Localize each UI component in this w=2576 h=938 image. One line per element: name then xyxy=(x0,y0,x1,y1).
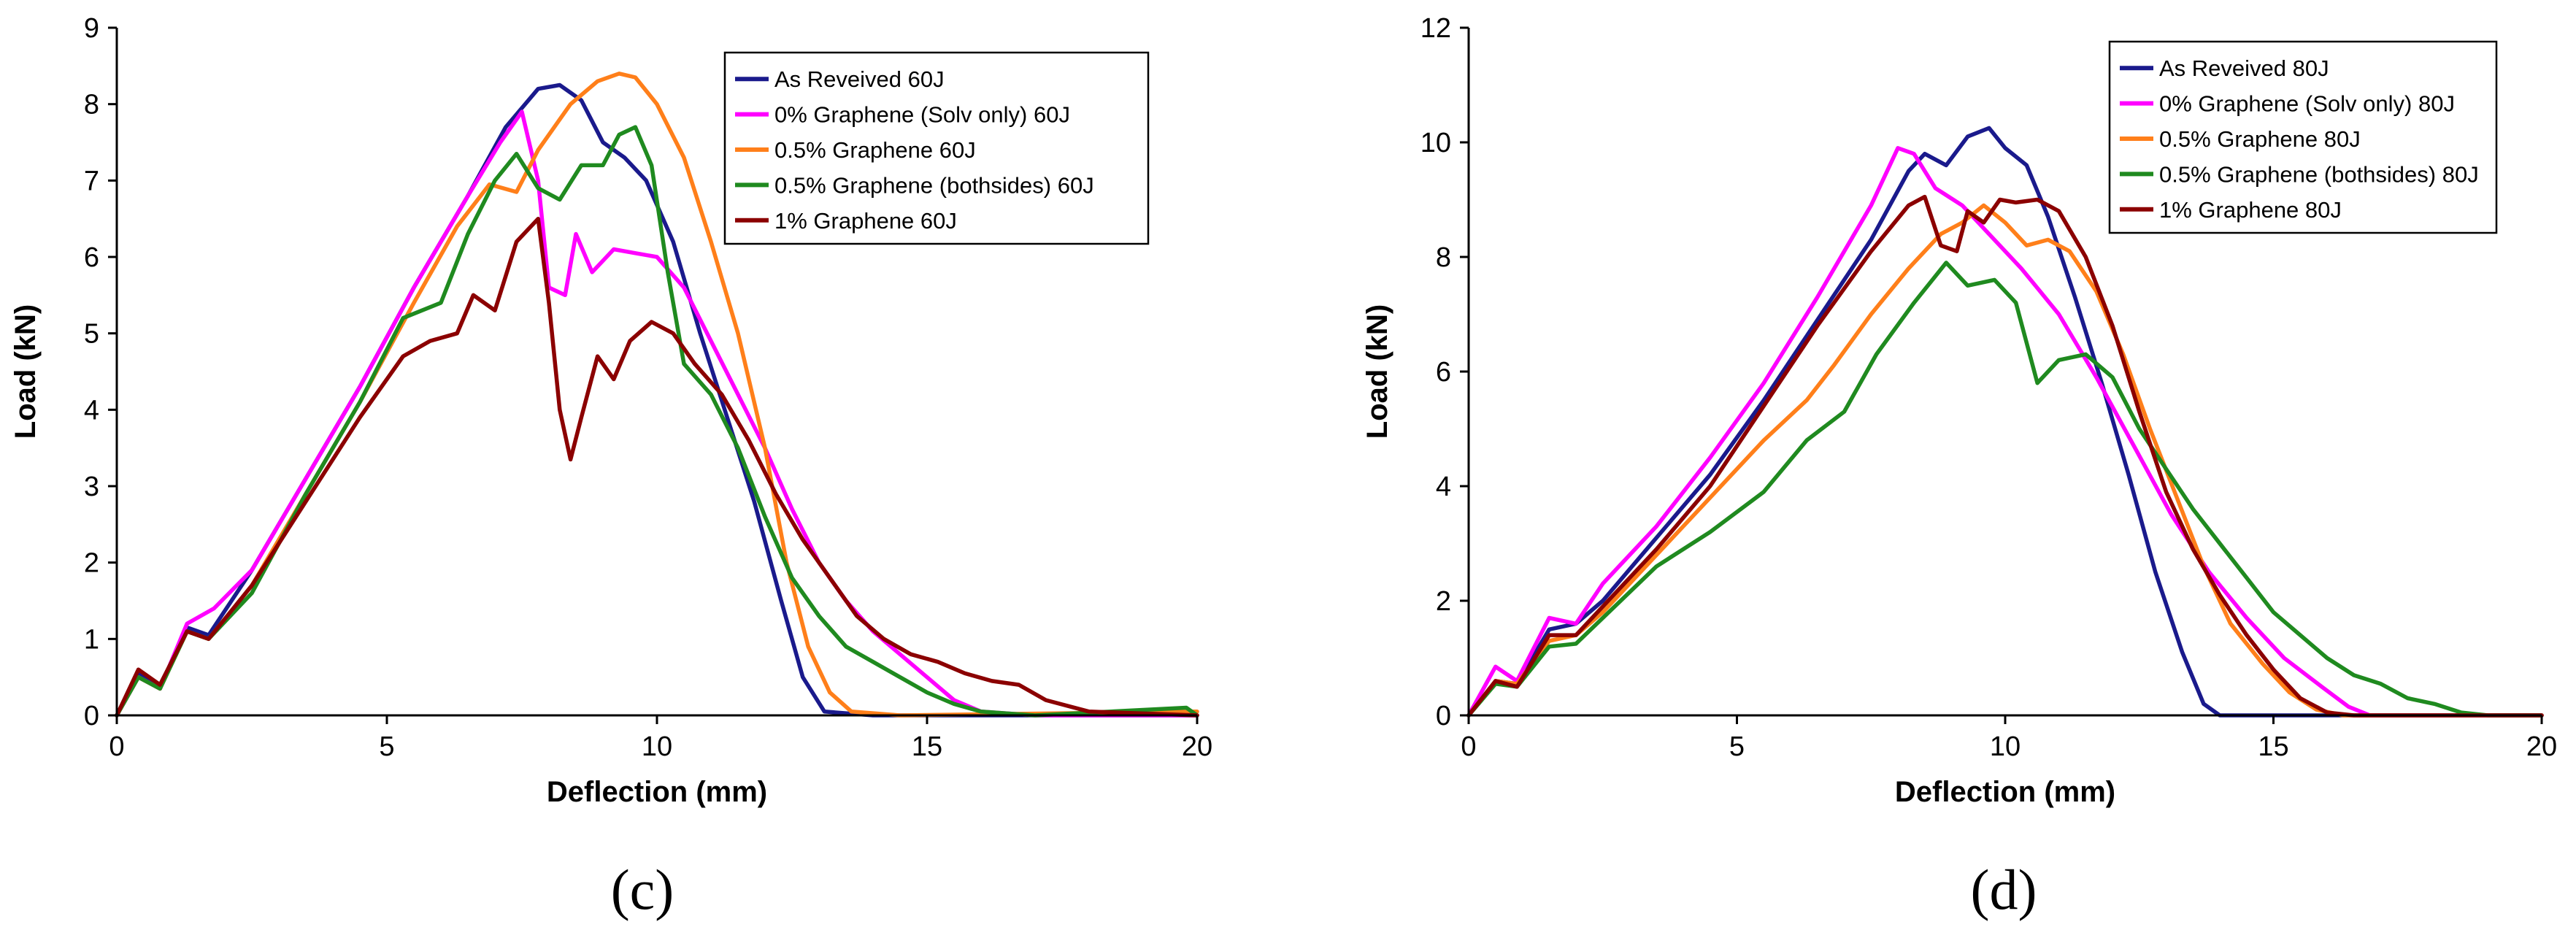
x-tick-label: 20 xyxy=(1182,731,1212,762)
series-line-4 xyxy=(1466,194,2544,718)
x-tick-label: 5 xyxy=(1729,731,1745,762)
legend-entry-3: 0.5% Graphene (bothsides) 60J xyxy=(774,172,1094,198)
y-tick-label: 8 xyxy=(84,90,99,120)
chart-c: 0 5 10 15 20 0 1 2 3 4 5 6 7 8 9 Deflection (mm) Load (k… xyxy=(9,13,1212,921)
series-group xyxy=(115,72,1199,718)
legend-entry-1: 0% Graphene (Solv only) 80J xyxy=(2159,91,2455,117)
y-axis-label: Load (kN) xyxy=(1361,304,1393,439)
x-tick-label: 15 xyxy=(912,731,942,762)
x-tick-label: 0 xyxy=(109,731,124,762)
legend-entry-3: 0.5% Graphene (bothsides) 80J xyxy=(2159,161,2479,187)
legend-entry-2: 0.5% Graphene 60J xyxy=(774,137,976,163)
legend-entry-2: 0.5% Graphene 80J xyxy=(2159,126,2361,152)
x-tick-label: 5 xyxy=(379,731,394,762)
series-line-4 xyxy=(115,216,1199,718)
x-tick-label: 20 xyxy=(2526,731,2557,762)
x-axis-label: Deflection (mm) xyxy=(547,776,767,808)
series-line-3 xyxy=(115,125,1199,718)
legend: As Reveived 60J 0% Graphene (Solv only) 6… xyxy=(723,51,1150,245)
series-line-1 xyxy=(115,109,1199,718)
legend-entry-4: 1% Graphene 60J xyxy=(774,208,957,234)
y-tick-label: 2 xyxy=(1436,586,1451,617)
series-line-0 xyxy=(115,82,1199,718)
x-tick-label: 10 xyxy=(642,731,672,762)
y-tick-label: 10 xyxy=(1420,128,1451,158)
panel-label: (c) xyxy=(611,858,674,921)
legend-box xyxy=(723,51,1150,245)
series-line-0 xyxy=(1466,126,2544,718)
series-line-2 xyxy=(1466,203,2544,718)
y-tick-label: 5 xyxy=(84,319,99,350)
y-tick-label: 8 xyxy=(1436,242,1451,273)
x-axis-label: Deflection (mm) xyxy=(1895,776,2115,808)
y-axis-label: Load (kN) xyxy=(9,304,42,439)
panel-label: (d) xyxy=(1971,858,2037,921)
y-tick-label: 12 xyxy=(1420,13,1451,44)
y-tick-label: 4 xyxy=(84,395,99,426)
series-line-3 xyxy=(1466,261,2544,718)
y-tick-label: 0 xyxy=(84,701,99,731)
legend: As Reveived 80J 0% Graphene (Solv only) 8… xyxy=(2108,40,2498,234)
x-tick-label: 10 xyxy=(1990,731,2021,762)
y-tick-label: 6 xyxy=(1436,357,1451,388)
y-tick-label: 2 xyxy=(84,548,99,579)
y-tick-label: 0 xyxy=(1436,701,1451,731)
x-tick-label: 0 xyxy=(1461,731,1476,762)
y-tick-label: 7 xyxy=(84,166,99,196)
y-tick-label: 1 xyxy=(84,624,99,655)
legend-entry-4: 1% Graphene 80J xyxy=(2159,197,2342,223)
legend-box xyxy=(2108,40,2498,234)
y-tick-label: 4 xyxy=(1436,472,1451,502)
legend-entry-0: As Reveived 80J xyxy=(2159,55,2329,81)
series-group xyxy=(1466,126,2544,718)
series-line-1 xyxy=(1466,146,2544,718)
y-tick-label: 6 xyxy=(84,242,99,273)
y-tick-label: 3 xyxy=(84,472,99,502)
y-tick-label: 9 xyxy=(84,13,99,44)
chart-d: 0 5 10 15 20 0 2 4 6 8 10 12 Deflection (mm) Load (kN… xyxy=(1361,13,2557,921)
legend-entry-0: As Reveived 60J xyxy=(774,66,945,92)
legend-entry-1: 0% Graphene (Solv only) 60J xyxy=(774,102,1070,128)
x-tick-label: 15 xyxy=(2258,731,2288,762)
